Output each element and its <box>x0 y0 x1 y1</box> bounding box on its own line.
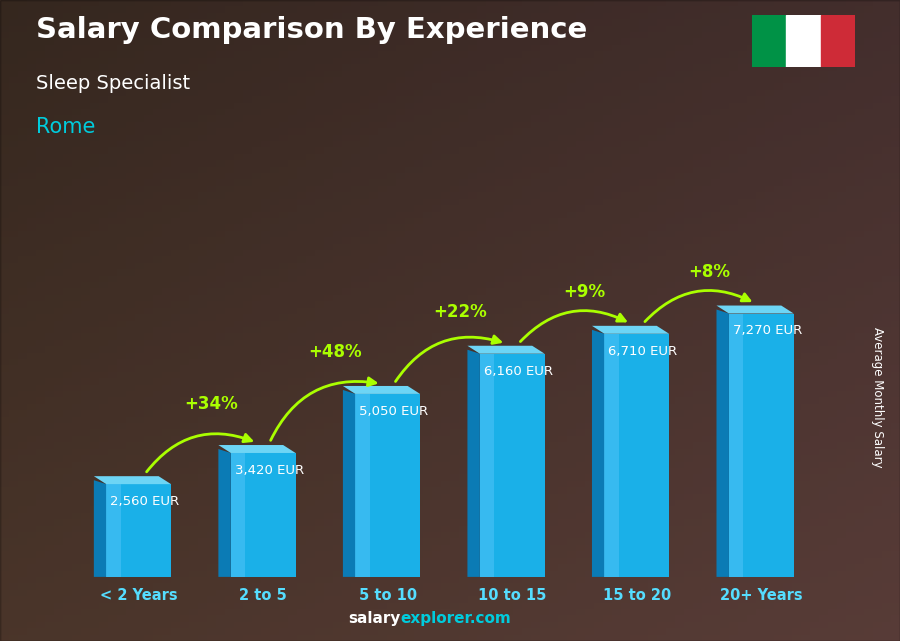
Text: Rome: Rome <box>36 117 95 137</box>
Text: +8%: +8% <box>688 263 730 281</box>
Text: salary: salary <box>348 611 400 626</box>
Text: explorer.com: explorer.com <box>400 611 511 626</box>
FancyBboxPatch shape <box>230 453 245 577</box>
FancyBboxPatch shape <box>480 354 544 577</box>
Text: +22%: +22% <box>433 303 487 321</box>
Polygon shape <box>716 306 794 313</box>
Text: 2,560 EUR: 2,560 EUR <box>111 495 179 508</box>
Text: +48%: +48% <box>309 344 362 362</box>
FancyBboxPatch shape <box>605 334 618 577</box>
Polygon shape <box>592 330 605 577</box>
FancyBboxPatch shape <box>356 394 420 577</box>
Text: 3,420 EUR: 3,420 EUR <box>235 464 304 477</box>
Polygon shape <box>94 480 106 577</box>
Text: 7,270 EUR: 7,270 EUR <box>733 324 802 337</box>
FancyBboxPatch shape <box>729 313 743 577</box>
Text: Sleep Specialist: Sleep Specialist <box>36 74 190 93</box>
Polygon shape <box>716 310 729 577</box>
Polygon shape <box>467 350 480 577</box>
Bar <box>752 15 786 67</box>
Polygon shape <box>343 390 356 577</box>
Text: Average Monthly Salary: Average Monthly Salary <box>871 327 884 468</box>
FancyBboxPatch shape <box>106 484 171 577</box>
FancyBboxPatch shape <box>605 334 670 577</box>
Text: 6,160 EUR: 6,160 EUR <box>484 365 553 378</box>
Text: Salary Comparison By Experience: Salary Comparison By Experience <box>36 16 587 44</box>
Bar <box>821 15 855 67</box>
Text: 6,710 EUR: 6,710 EUR <box>608 345 678 358</box>
Text: +34%: +34% <box>184 395 238 413</box>
Polygon shape <box>94 476 171 484</box>
Polygon shape <box>219 449 230 577</box>
Bar <box>786 15 821 67</box>
Polygon shape <box>467 345 544 354</box>
FancyBboxPatch shape <box>480 354 494 577</box>
FancyBboxPatch shape <box>230 453 295 577</box>
Text: 5,050 EUR: 5,050 EUR <box>359 405 428 418</box>
Text: +9%: +9% <box>563 283 606 301</box>
Polygon shape <box>343 386 420 394</box>
FancyBboxPatch shape <box>106 484 121 577</box>
Polygon shape <box>219 445 295 453</box>
FancyBboxPatch shape <box>356 394 370 577</box>
Polygon shape <box>592 326 670 334</box>
FancyBboxPatch shape <box>729 313 794 577</box>
